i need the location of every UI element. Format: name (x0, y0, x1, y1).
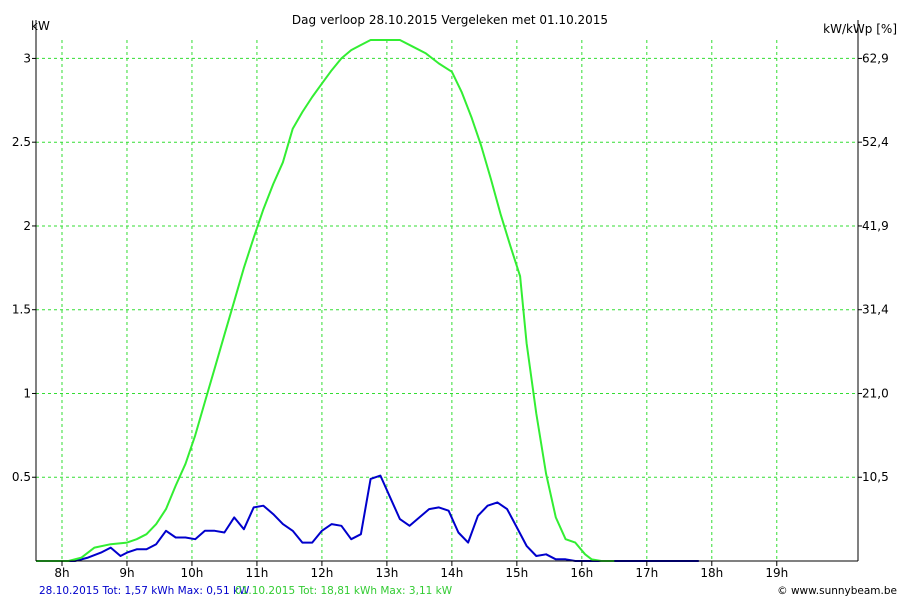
x-tick-label: 14h (440, 566, 463, 580)
grid (36, 40, 858, 561)
x-tick-label: 10h (181, 566, 204, 580)
footer-copyright: © www.sunnybeam.be (777, 585, 897, 597)
y-tick-label-left: 1 (23, 386, 31, 400)
ticks: 8h 9h 10h 11h 12h 13h 14h 15h 16h 17h 18h 19h 0.5 10,… (12, 51, 889, 580)
y-axis-right-label: kW/kWp [%] (823, 22, 897, 36)
x-tick-label: 9h (119, 566, 134, 580)
y-tick-label-left: 0.5 (12, 470, 31, 484)
axes (35, 20, 859, 562)
y-tick-label-left: 2.5 (12, 135, 31, 149)
x-tick-label: 13h (375, 566, 398, 580)
x-tick-label: 8h (54, 566, 69, 580)
y-tick-label-left: 2 (23, 219, 31, 233)
footer-green-stats: 01.10.2015 Tot: 18,81 kWh Max: 3,11 kW (235, 585, 453, 597)
y-tick-label-left: 1.5 (12, 303, 31, 317)
footer-blue-stats: 28.10.2015 Tot: 1,57 kWh Max: 0,51 kW (39, 585, 250, 597)
chart-title: Dag verloop 28.10.2015 Vergeleken met 01… (292, 13, 608, 27)
series-line-1 (36, 474, 699, 562)
y-tick-label-right: 52,4 (862, 135, 889, 149)
y-axis-left-label: kW (31, 19, 50, 33)
x-tick-label: 12h (310, 566, 333, 580)
y-tick-label-right: 41,9 (862, 219, 889, 233)
y-tick-label-left: 3 (23, 51, 31, 65)
y-tick-label-right: 10,5 (862, 470, 889, 484)
series-line-2 (36, 39, 615, 562)
y-tick-label-right: 62,9 (862, 51, 889, 65)
x-tick-label: 11h (245, 566, 268, 580)
y-tick-label-right: 21,0 (862, 386, 889, 400)
x-tick-label: 16h (570, 566, 593, 580)
x-tick-label: 15h (505, 566, 528, 580)
x-tick-label: 18h (700, 566, 723, 580)
x-tick-label: 19h (765, 566, 788, 580)
y-tick-label-right: 31,4 (862, 303, 889, 317)
series-group (36, 39, 699, 562)
x-tick-label: 17h (635, 566, 658, 580)
